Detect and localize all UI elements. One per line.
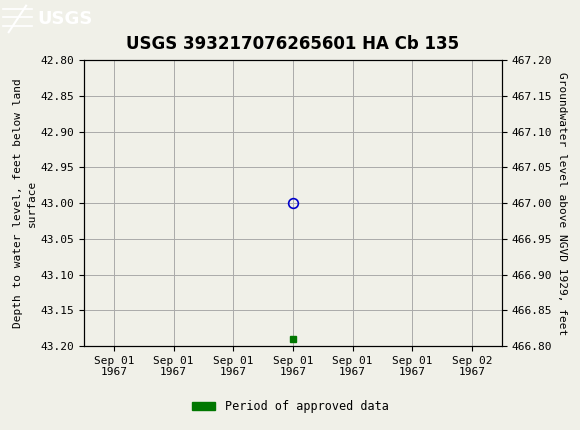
Y-axis label: Groundwater level above NGVD 1929, feet: Groundwater level above NGVD 1929, feet: [557, 71, 567, 335]
Y-axis label: Depth to water level, feet below land
surface: Depth to water level, feet below land su…: [13, 78, 37, 328]
Text: USGS: USGS: [38, 10, 93, 28]
Title: USGS 393217076265601 HA Cb 135: USGS 393217076265601 HA Cb 135: [126, 35, 459, 53]
Legend: Period of approved data: Period of approved data: [187, 395, 393, 418]
